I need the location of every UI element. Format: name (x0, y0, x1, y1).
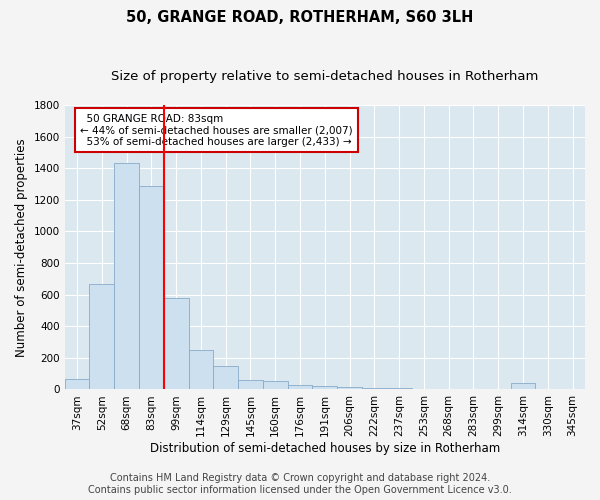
Bar (188, 350, 214, 390)
Y-axis label: Number of semi-detached properties: Number of semi-detached properties (15, 138, 28, 356)
Bar (65, 379, 89, 390)
Bar (511, 383, 535, 390)
Bar (313, 386, 337, 390)
Bar (238, 380, 263, 390)
Title: Size of property relative to semi-detached houses in Rotherham: Size of property relative to semi-detach… (111, 70, 539, 83)
Text: 50, GRANGE ROAD, ROTHERHAM, S60 3LH: 50, GRANGE ROAD, ROTHERHAM, S60 3LH (127, 10, 473, 25)
Bar (436, 388, 461, 390)
Bar (89, 284, 114, 390)
Bar (337, 387, 362, 390)
Bar (114, 164, 139, 390)
Text: 50 GRANGE ROAD: 83sqm
← 44% of semi-detached houses are smaller (2,007)
  53% of: 50 GRANGE ROAD: 83sqm ← 44% of semi-deta… (80, 114, 353, 146)
Bar (214, 366, 238, 390)
Bar (412, 388, 436, 390)
Bar (362, 388, 387, 390)
Bar (164, 298, 188, 390)
Bar (387, 388, 412, 390)
X-axis label: Distribution of semi-detached houses by size in Rotherham: Distribution of semi-detached houses by … (150, 442, 500, 455)
Bar (287, 384, 313, 390)
Text: Contains HM Land Registry data © Crown copyright and database right 2024.
Contai: Contains HM Land Registry data © Crown c… (88, 474, 512, 495)
Bar (263, 381, 287, 390)
Bar (139, 186, 164, 390)
